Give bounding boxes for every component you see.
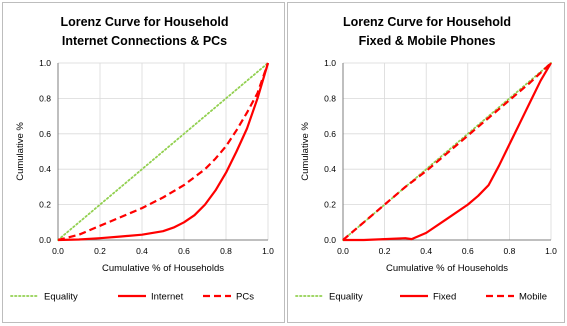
x-tick-label: 0.6 bbox=[462, 246, 474, 256]
series-line-equality bbox=[342, 62, 552, 241]
legend-label: Internet bbox=[151, 292, 184, 303]
y-tick-label: 0.2 bbox=[39, 200, 51, 210]
legend-label: Mobile bbox=[519, 292, 547, 303]
x-tick-label: 1.0 bbox=[262, 246, 274, 256]
x-axis-label: Cumulative % of Households bbox=[386, 263, 508, 274]
legend-item-mobile: Mobile bbox=[486, 292, 547, 303]
x-tick-label: 0.0 bbox=[337, 246, 349, 256]
y-tick-label: 0.8 bbox=[324, 93, 336, 103]
legend-item-equality: Equality bbox=[295, 292, 363, 303]
series-line-pcs bbox=[57, 62, 270, 242]
chart-title-line: Internet Connections & PCs bbox=[62, 34, 227, 48]
lorenz-chart-internet-pcs: Lorenz Curve for Household Internet Conne… bbox=[10, 15, 274, 303]
y-axis-label: Cumulative % bbox=[15, 122, 26, 181]
x-tick-label: 0.8 bbox=[503, 246, 515, 256]
chart-title-line: Lorenz Curve for Household bbox=[343, 15, 511, 29]
series-line-internet bbox=[57, 62, 270, 242]
y-axis-label: Cumulative % bbox=[300, 122, 311, 181]
series-line-equality bbox=[57, 62, 269, 241]
series-line-mobile bbox=[342, 62, 552, 241]
y-tick-label: 1.0 bbox=[324, 58, 336, 68]
legend-item-equality: Equality bbox=[10, 292, 78, 303]
x-axis-label: Cumulative % of Households bbox=[102, 263, 224, 274]
series-line-fixed bbox=[343, 62, 552, 242]
y-tick-label: 0.4 bbox=[324, 164, 336, 174]
x-tick-label: 0.6 bbox=[178, 246, 190, 256]
legend-label: Equality bbox=[329, 292, 363, 303]
x-tick-label: 0.2 bbox=[94, 246, 106, 256]
y-tick-label: 0.0 bbox=[39, 235, 51, 245]
chart-title-line: Lorenz Curve for Household bbox=[60, 15, 228, 29]
legend-item-fixed: Fixed bbox=[400, 292, 456, 303]
x-tick-label: 0.4 bbox=[136, 246, 148, 256]
legend-label: Fixed bbox=[433, 292, 456, 303]
y-tick-label: 0.6 bbox=[39, 129, 51, 139]
x-tick-label: 0.8 bbox=[220, 246, 232, 256]
y-tick-label: 0.6 bbox=[324, 129, 336, 139]
x-tick-label: 0.0 bbox=[52, 246, 64, 256]
legend-item-pcs: PCs bbox=[203, 292, 254, 303]
y-tick-label: 0.2 bbox=[324, 200, 336, 210]
chart-panel-phones: Lorenz Curve for Household Fixed & Mobile… bbox=[287, 2, 565, 323]
chart-title-line: Fixed & Mobile Phones bbox=[359, 34, 496, 48]
lorenz-chart-phones: Lorenz Curve for Household Fixed & Mobile… bbox=[295, 15, 557, 303]
y-tick-label: 1.0 bbox=[39, 58, 51, 68]
y-tick-label: 0.4 bbox=[39, 164, 51, 174]
legend-item-internet: Internet bbox=[118, 292, 184, 303]
y-tick-label: 0.8 bbox=[39, 93, 51, 103]
x-tick-label: 0.2 bbox=[379, 246, 391, 256]
chart-panel-internet-pcs: Lorenz Curve for Household Internet Conne… bbox=[2, 2, 285, 323]
x-tick-label: 1.0 bbox=[545, 246, 557, 256]
x-tick-label: 0.4 bbox=[420, 246, 432, 256]
y-tick-label: 0.0 bbox=[324, 235, 336, 245]
legend-label: Equality bbox=[44, 292, 78, 303]
legend-label: PCs bbox=[236, 292, 254, 303]
